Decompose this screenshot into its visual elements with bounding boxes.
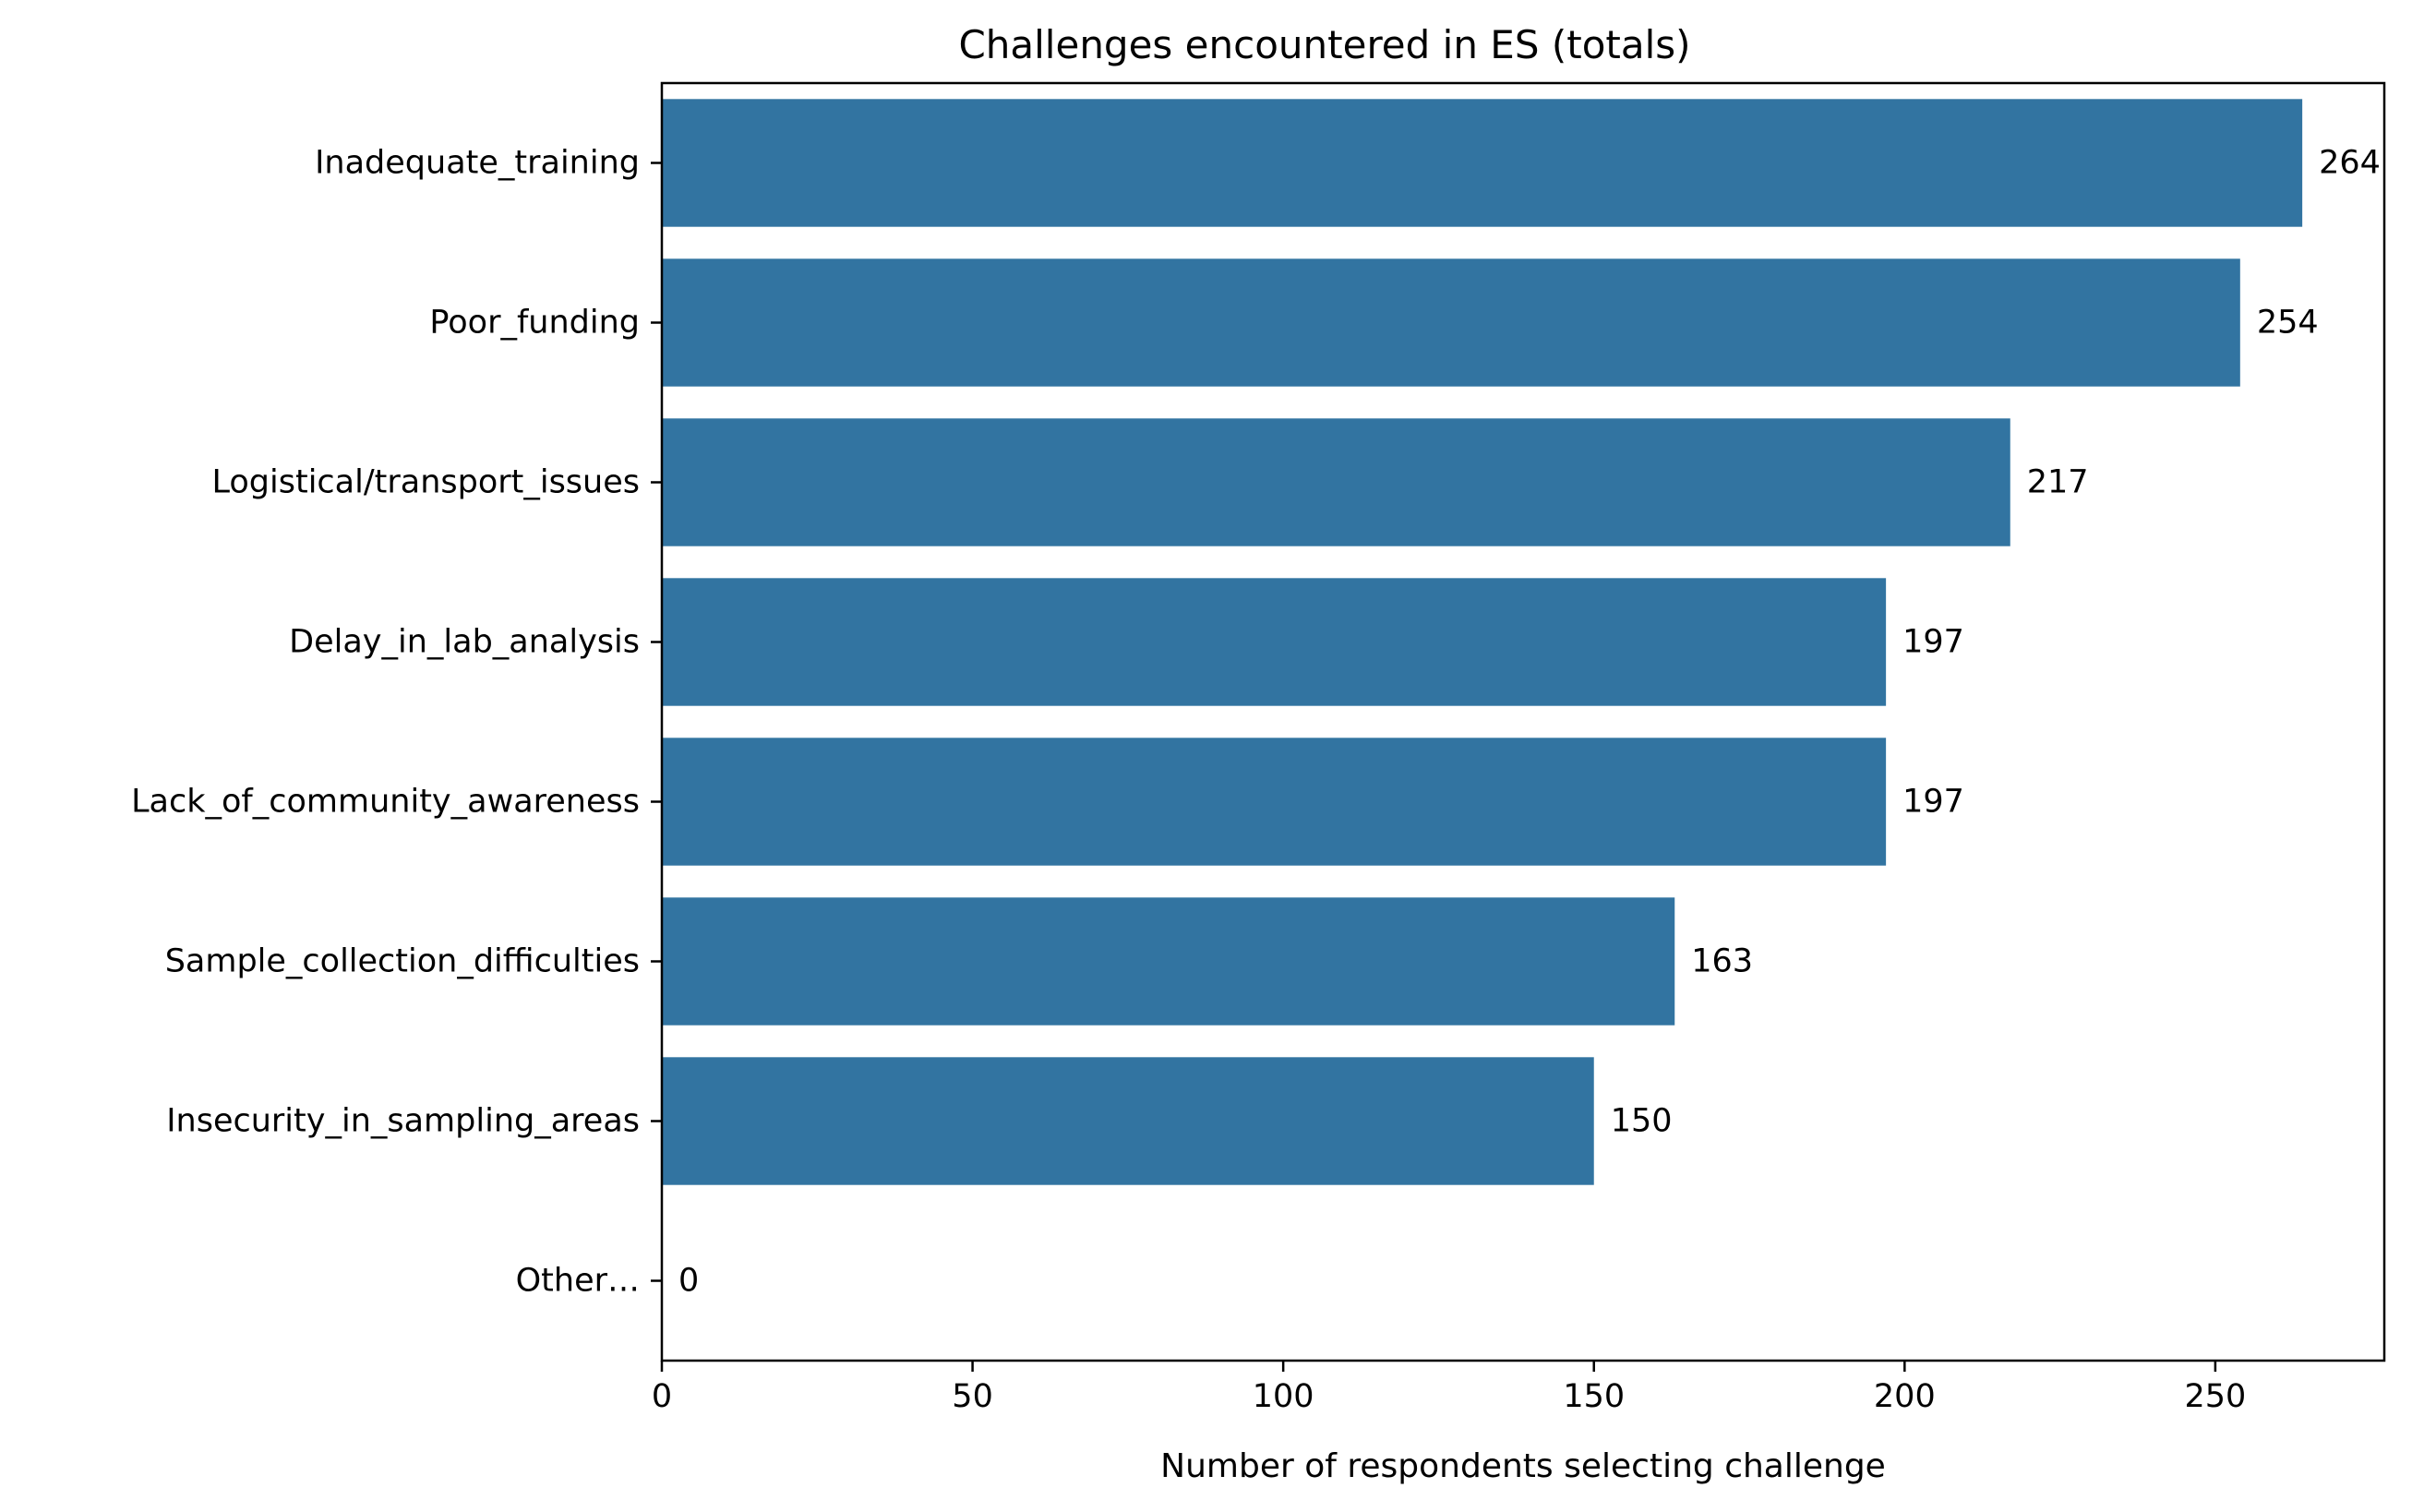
y-tick-label: Delay_in_lab_analysis [289,624,640,661]
data-label: 197 [1902,784,1964,821]
x-tick-label: 150 [1563,1378,1625,1415]
x-tick-label: 0 [652,1378,672,1415]
data-labels: 264 254 217 197 197 163 150 0 [678,145,2381,1300]
y-tick-label: Insecurity_in_sampling_areas [166,1103,640,1140]
x-tick-label: 100 [1253,1378,1314,1415]
x-tick-label: 50 [952,1378,993,1415]
bar-2 [662,418,2010,546]
y-tick-label: Logistical/transport_issues [212,464,641,501]
data-label: 0 [678,1263,699,1300]
y-tick-label: Inadequate_training [315,145,640,182]
data-label: 217 [2027,464,2089,501]
x-tick-label: 250 [2184,1378,2246,1415]
y-tick-label: Lack_of_community_awareness [131,784,640,821]
x-axis-ticks: 0 50 100 150 200 250 [652,1361,2246,1415]
bar-4 [662,738,1887,866]
data-label: 163 [1691,943,1753,980]
bar-6 [662,1057,1594,1185]
bar-0 [662,99,2303,227]
bars [662,99,2303,1185]
y-tick-label: Poor_funding [429,305,640,342]
x-tick-label: 200 [1874,1378,1936,1415]
y-tick-label: Sample_collection_difficulties [165,943,640,980]
data-label: 264 [2319,145,2381,182]
y-tick-label: Other… [516,1263,640,1300]
bar-3 [662,578,1887,706]
plot-frame [660,81,2386,1362]
x-axis-label: Number of respondents selecting challeng… [1160,1447,1886,1485]
y-axis-ticks: Inadequate_training Poor_funding Logistica… [131,145,662,1300]
bar-1 [662,258,2240,387]
data-label: 197 [1902,624,1964,661]
data-label: 254 [2257,305,2319,342]
bar-5 [662,897,1675,1026]
data-label: 150 [1611,1103,1673,1140]
chart-title: Challenges encountered in ES (totals) [958,22,1690,67]
